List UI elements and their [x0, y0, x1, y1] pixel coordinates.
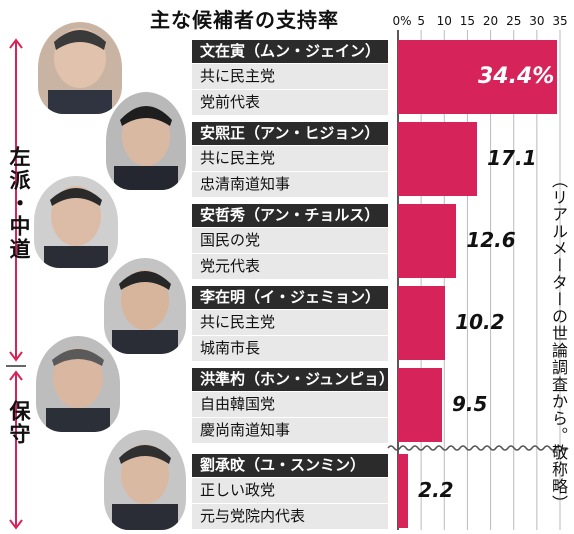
- chart-title: 主な候補者の支持率: [150, 8, 339, 32]
- candidate-1-name: 文在寅（ムン・ジェイン）: [192, 40, 388, 63]
- portrait-ahn-cheolsoo: [34, 176, 118, 268]
- candidate-2-role: 忠清南道知事: [192, 172, 388, 197]
- group-arrow-conservative: [9, 370, 23, 530]
- value-label-candidate-1: 34.4%: [478, 64, 555, 89]
- candidate-3-role: 党元代表: [192, 254, 388, 279]
- source-note: （リアルメーターの世論調査から。敬称略）: [549, 172, 568, 512]
- bar-candidate-4: [398, 286, 446, 360]
- portrait-lee-jaemyung: [104, 258, 186, 354]
- candidate-2-party: 共に民主党: [192, 146, 388, 171]
- x-tick-label: 30: [529, 14, 545, 28]
- portrait-ahn-heejung: [106, 92, 186, 190]
- candidate-3-name: 安哲秀（アン・チョルス）: [192, 204, 388, 227]
- candidate-4-party: 共に民主党: [192, 310, 388, 335]
- x-tick-label: 5: [417, 14, 425, 28]
- bar-candidate-3: [398, 204, 457, 278]
- candidate-5-party: 自由韓国党: [192, 392, 388, 417]
- value-label-candidate-4: 10.2: [455, 310, 505, 334]
- x-tick-label: 0%: [392, 14, 412, 28]
- group-label-conservative: 保守: [7, 400, 31, 446]
- value-label-candidate-5: 9.5: [451, 392, 488, 416]
- value-label-candidate-2: 17.1: [487, 146, 537, 170]
- candidate-6-name: 劉承旼（ユ・スンミン）: [192, 454, 388, 477]
- bar-candidate-2: [398, 122, 478, 196]
- candidate-6-party: 正しい政党: [192, 478, 388, 503]
- x-tick-label: 35: [552, 14, 568, 28]
- candidate-5-role: 慶尚南道知事: [192, 418, 388, 443]
- candidate-2-name: 安煕正（アン・ヒジョン）: [192, 122, 388, 145]
- value-label-candidate-3: 12.6: [466, 228, 516, 252]
- candidate-4-role: 城南市長: [192, 336, 388, 361]
- x-tick-label: 15: [459, 14, 476, 28]
- group-label-left: 左派・中道: [7, 146, 31, 261]
- candidate-5-name: 洪準杓（ホン・ジュンピョ）: [192, 368, 394, 391]
- x-tick-label: 25: [506, 14, 522, 28]
- bar-candidate-1: [398, 40, 558, 114]
- candidate-1-role: 党前代表: [192, 90, 388, 115]
- group-break-line: [387, 445, 569, 451]
- x-tick-label: 20: [482, 14, 499, 28]
- candidate-3-party: 国民の党: [192, 228, 388, 253]
- x-tick-label: 10: [436, 14, 452, 28]
- candidate-4-name: 李在明（イ・ジェミョン）: [192, 286, 388, 309]
- group-arrow-left: [9, 38, 23, 362]
- bar-candidate-5: [398, 368, 442, 442]
- portrait-moon: [38, 22, 122, 114]
- bar-candidate-6: [398, 454, 409, 528]
- portrait-yoo-seungmin: [104, 430, 186, 530]
- candidate-6-role: 元与党院内代表: [192, 504, 388, 529]
- candidate-1-party: 共に民主党: [192, 64, 388, 89]
- value-label-candidate-6: 2.2: [418, 478, 454, 502]
- portrait-hong-joonpyo: [36, 336, 120, 432]
